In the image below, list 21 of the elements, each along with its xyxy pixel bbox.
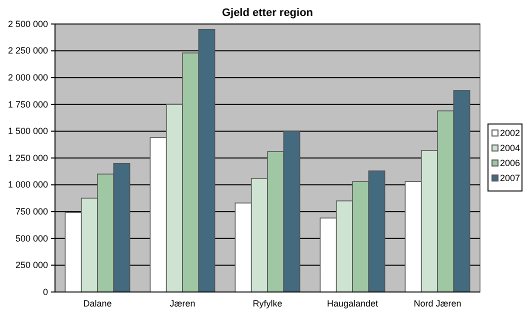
- legend-label: 2006: [500, 158, 520, 168]
- chart-title: Gjeld etter region: [222, 7, 314, 19]
- y-tick-label: 500 000: [15, 233, 48, 244]
- x-tick-label: Jæren: [170, 298, 196, 309]
- y-tick-label: 2 000 000: [8, 72, 48, 82]
- y-tick-label: 250 000: [15, 260, 48, 270]
- y-tick-label: 2 250 000: [8, 46, 48, 56]
- x-tick-label: Haugalandet: [326, 298, 379, 309]
- legend-label: 2007: [500, 173, 520, 183]
- legend-label: 2002: [500, 128, 520, 138]
- y-tick-label: 1 250 000: [8, 152, 48, 163]
- legend-label: 2004: [500, 143, 520, 153]
- y-tick-label: 1 750 000: [8, 99, 48, 110]
- y-tick-label: 2 500 000: [8, 18, 48, 29]
- x-tick-label: Nord Jæren: [414, 298, 462, 309]
- y-tick-label: 1 000 000: [8, 180, 48, 190]
- y-tick-label: 0: [42, 286, 48, 297]
- x-tick-label: Dalane: [83, 298, 112, 309]
- x-tick-label: Ryfylke: [252, 298, 282, 309]
- y-tick-label: 750 000: [15, 206, 48, 216]
- y-tick-label: 1 500 000: [8, 126, 48, 136]
